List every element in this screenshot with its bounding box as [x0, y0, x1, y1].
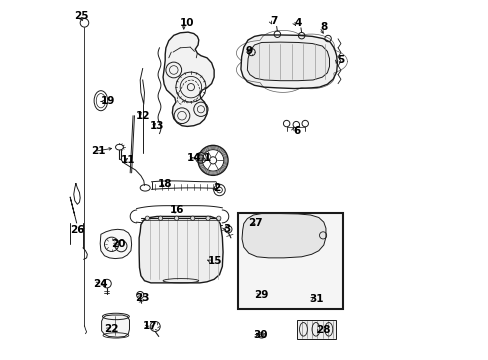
Circle shape	[158, 216, 163, 220]
Text: 10: 10	[180, 18, 194, 28]
Text: 9: 9	[244, 46, 252, 56]
Text: 8: 8	[320, 22, 327, 32]
Polygon shape	[139, 216, 223, 283]
Text: 30: 30	[253, 330, 267, 341]
Polygon shape	[102, 315, 129, 337]
Text: 31: 31	[309, 294, 323, 303]
Text: 7: 7	[269, 16, 277, 26]
Bar	[238, 213, 343, 309]
Text: 22: 22	[104, 324, 119, 334]
Bar	[297, 320, 335, 339]
Text: 4: 4	[294, 18, 301, 28]
Text: 5: 5	[337, 55, 344, 65]
Text: 19: 19	[101, 96, 115, 107]
Polygon shape	[241, 35, 337, 89]
Polygon shape	[247, 42, 329, 81]
Text: 3: 3	[223, 224, 230, 234]
Text: 20: 20	[111, 239, 126, 249]
Circle shape	[145, 216, 149, 220]
Polygon shape	[163, 32, 214, 126]
Text: 15: 15	[207, 256, 222, 266]
Text: 16: 16	[170, 205, 184, 215]
Text: 26: 26	[70, 225, 84, 235]
Text: 29: 29	[254, 290, 268, 300]
Text: 13: 13	[149, 121, 164, 131]
Text: 28: 28	[315, 325, 330, 335]
Text: 11: 11	[121, 156, 135, 165]
Polygon shape	[100, 229, 131, 258]
Text: 18: 18	[158, 179, 172, 189]
Text: 25: 25	[74, 11, 88, 21]
Text: 12: 12	[135, 111, 150, 121]
Text: 14: 14	[187, 153, 202, 163]
Text: 23: 23	[135, 293, 150, 303]
Text: 17: 17	[142, 321, 157, 332]
Circle shape	[205, 216, 210, 220]
Text: 24: 24	[93, 279, 108, 289]
Polygon shape	[242, 213, 325, 258]
Circle shape	[174, 216, 179, 220]
Text: 1: 1	[203, 153, 210, 163]
Text: 21: 21	[91, 147, 106, 157]
Text: 27: 27	[247, 218, 262, 228]
Circle shape	[216, 216, 221, 220]
Circle shape	[190, 216, 194, 220]
Text: 6: 6	[293, 126, 301, 136]
Text: 2: 2	[213, 183, 220, 193]
